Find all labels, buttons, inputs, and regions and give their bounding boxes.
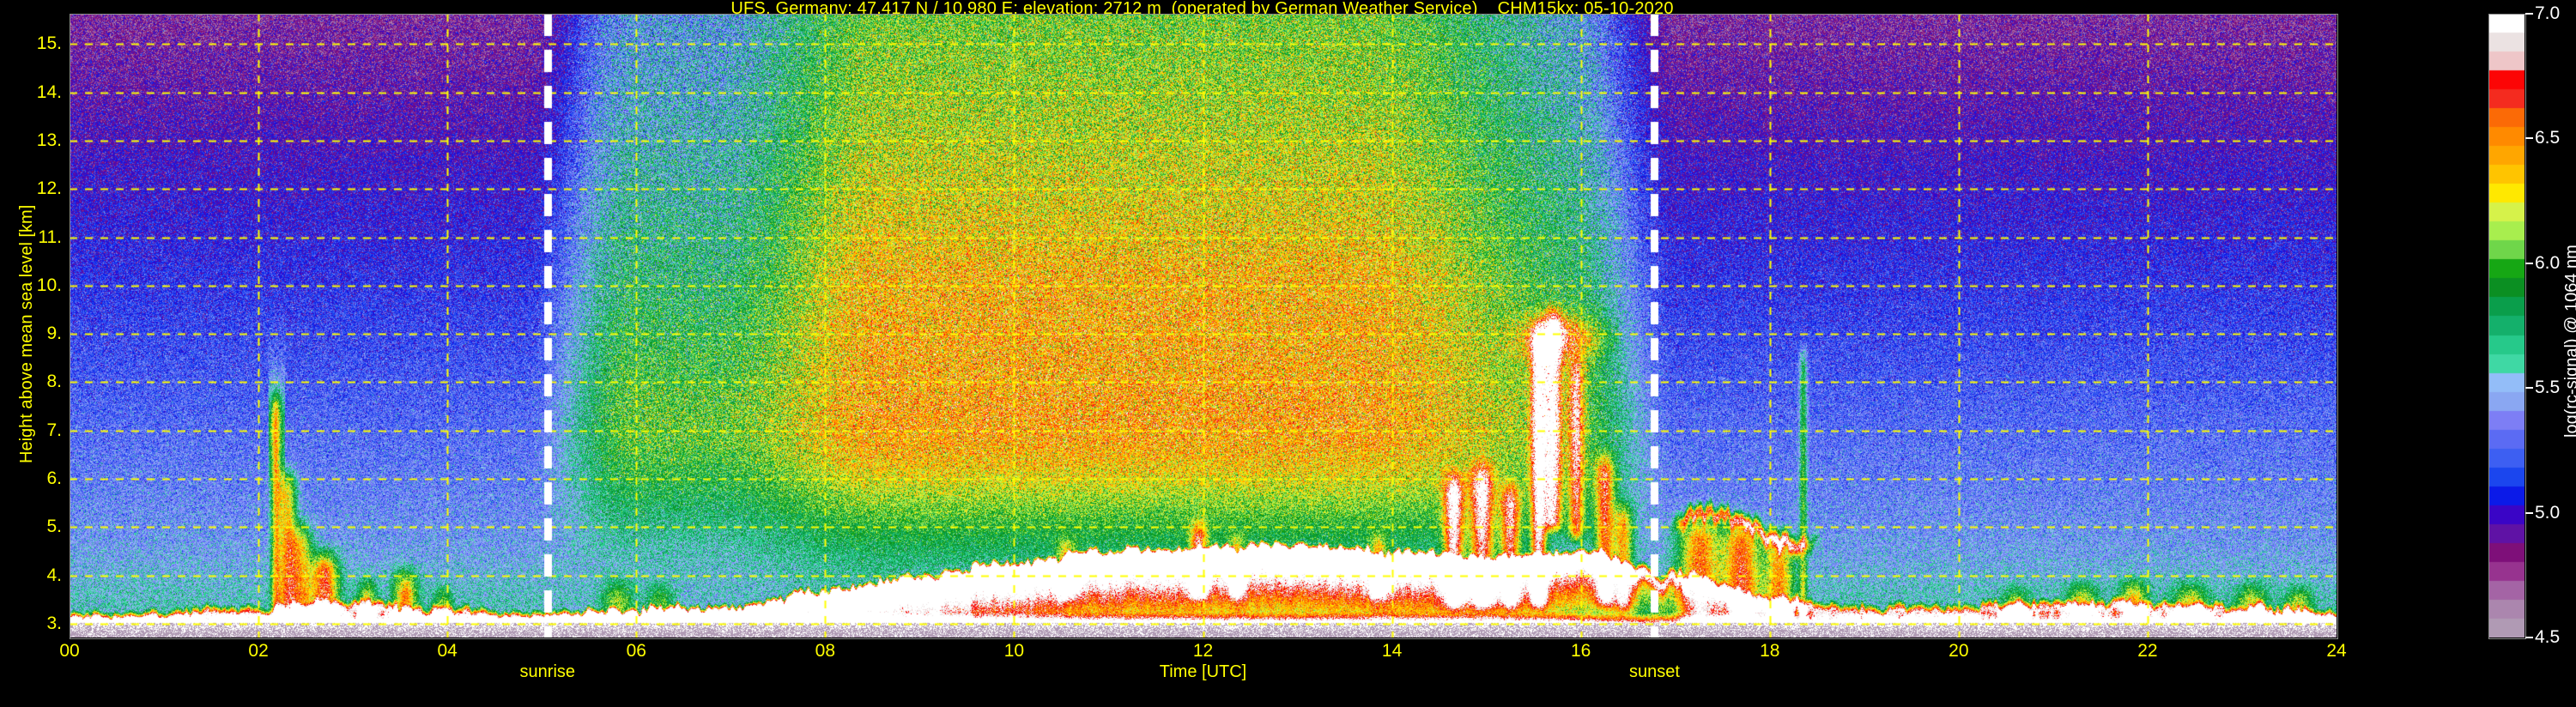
colorbar-tick-label: 4.5 (2535, 627, 2561, 647)
x-tick-label: 22 (2137, 641, 2158, 661)
colorbar-tick (2525, 637, 2533, 638)
colorbar[interactable] (2488, 14, 2524, 638)
x-tick-label: 04 (437, 641, 458, 661)
x-tick-label: 16 (1570, 641, 1591, 661)
x-tick-label: 00 (59, 641, 80, 661)
colorbar-tick-label: 5.0 (2535, 502, 2561, 523)
x-tick-label: 08 (815, 641, 835, 661)
colorbar-tick (2525, 387, 2533, 390)
colorbar-tick (2525, 137, 2533, 140)
lidar-heatmap-plot[interactable] (70, 14, 2337, 638)
colorbar-tick-label: 7.0 (2535, 3, 2561, 23)
colorbar-tick (2525, 262, 2533, 264)
y-axis-title: Height above mean sea level [km] (17, 204, 36, 463)
y-tick-label: 11. (38, 227, 62, 247)
y-tick-label: 6. (46, 468, 62, 488)
event-label-sunset: sunset (1629, 662, 1680, 681)
x-tick-label: 14 (1381, 641, 1403, 661)
x-tick-label: 10 (1003, 641, 1025, 661)
y-tick-label: 3. (46, 613, 62, 633)
y-tick-label: 13. (36, 130, 62, 150)
colorbar-tick-label: 6.5 (2535, 128, 2561, 148)
event-label-sunrise: sunrise (519, 662, 576, 681)
y-tick-label: 7. (46, 420, 62, 440)
y-tick-label: 4. (46, 565, 62, 585)
colorbar-canvas (2488, 14, 2524, 638)
y-tick-label: 5. (46, 517, 62, 537)
colorbar-title: log(rc-signal) @ 1064 nm (2562, 244, 2576, 438)
y-tick-label: 8. (46, 372, 62, 392)
y-tick-label: 9. (46, 323, 62, 344)
colorbar-tick-label: 5.5 (2535, 378, 2561, 398)
x-tick-label: 06 (626, 641, 646, 661)
y-tick-label: 10. (36, 275, 62, 295)
x-tick-label: 24 (2326, 641, 2347, 661)
colorbar-tick (2525, 511, 2533, 514)
y-tick-label: 15. (36, 33, 62, 54)
y-tick-label: 14. (36, 82, 62, 102)
x-tick-label: 20 (1949, 641, 1969, 661)
y-tick-label: 12. (36, 178, 62, 199)
x-axis-title: Time [UTC] (1159, 662, 1247, 681)
colorbar-tick (2525, 13, 2533, 15)
heatmap-canvas (70, 14, 2337, 638)
x-tick-label: 02 (248, 641, 269, 661)
x-tick-label: 12 (1192, 641, 1214, 661)
colorbar-tick-label: 6.0 (2535, 252, 2561, 273)
x-tick-label: 18 (1760, 641, 1780, 661)
page-title: UFS, Germany; 47.417 N / 10.980 E; eleva… (730, 0, 1674, 18)
